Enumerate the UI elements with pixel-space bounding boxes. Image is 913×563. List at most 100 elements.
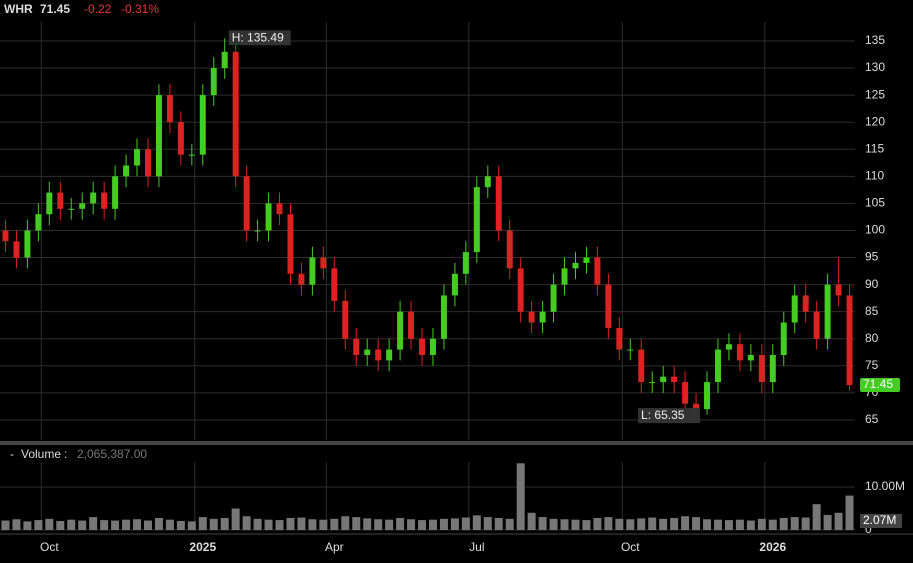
volume-bar — [396, 517, 405, 530]
annotation-bg — [228, 30, 291, 46]
candle-body — [627, 349, 634, 351]
candle-body — [46, 192, 53, 215]
volume-tick-label: 10.00M — [865, 479, 905, 493]
volume-bar — [845, 495, 854, 530]
candle-body — [364, 349, 371, 355]
candle-body — [2, 230, 9, 242]
candle-body — [824, 284, 831, 339]
volume-bar — [604, 517, 613, 530]
volume-bar — [505, 518, 514, 530]
candle-body — [649, 382, 656, 384]
change: -0.22 — [84, 2, 112, 16]
candle-body — [736, 344, 743, 361]
candle-body — [539, 311, 546, 323]
candle-body — [199, 95, 206, 155]
candle-body — [517, 268, 524, 312]
volume-bar — [23, 521, 32, 530]
candle-body — [342, 300, 349, 339]
volume-bar — [253, 518, 262, 530]
volume-bar — [746, 520, 755, 530]
candle-body — [243, 176, 250, 231]
y-tick-label: 135 — [865, 33, 885, 47]
candle-body — [90, 192, 97, 204]
candle-body — [561, 268, 568, 285]
candle-body — [835, 284, 842, 296]
candle-body — [802, 295, 809, 312]
volume-bar — [713, 519, 722, 530]
candle-body — [638, 349, 645, 383]
y-tick-label: 65 — [865, 412, 879, 426]
candle-body — [221, 51, 228, 69]
y-tick-label: 90 — [865, 277, 879, 291]
volume-toggle[interactable]: - — [10, 447, 14, 461]
annotation-text: L: 65.35 — [641, 408, 685, 422]
volume-bar — [56, 520, 65, 530]
volume-bar — [242, 516, 251, 530]
candle-body — [408, 311, 415, 339]
candle-body — [682, 382, 689, 404]
separator: : — [64, 447, 67, 461]
volume-bar — [768, 519, 777, 530]
volume-bar — [823, 514, 832, 530]
volume-bar — [779, 517, 788, 530]
candle-body — [35, 214, 42, 231]
volume-bar — [724, 520, 733, 530]
volume-bar — [352, 517, 361, 530]
volume-bar — [582, 520, 591, 530]
volume-bar — [308, 519, 317, 530]
volume-bar — [681, 516, 690, 530]
volume-bar — [812, 504, 821, 530]
volume-tag-bg — [860, 514, 902, 528]
candle-body — [24, 230, 31, 258]
volume-bar — [122, 519, 131, 530]
candle-body — [451, 273, 458, 296]
candle-body — [572, 262, 579, 269]
volume-bar — [231, 508, 240, 530]
candle-body — [506, 230, 513, 269]
volume-bar — [450, 518, 459, 530]
y-tick-label: 85 — [865, 304, 879, 318]
candle-body — [419, 338, 426, 355]
candle-body — [725, 344, 732, 350]
candle-body — [320, 257, 327, 269]
candle-body — [714, 349, 721, 383]
candle-body — [188, 154, 195, 156]
candle-body — [528, 311, 535, 323]
x-tick-label: 2025 — [189, 540, 216, 554]
volume-bar — [461, 517, 470, 530]
y-tick-label: 80 — [865, 331, 879, 345]
candle-body — [769, 354, 776, 383]
volume-bar — [154, 517, 163, 530]
candle-body — [276, 203, 283, 215]
candle-body — [166, 95, 173, 123]
volume-bar — [407, 519, 416, 530]
candle-body — [780, 322, 787, 355]
candle-body — [57, 192, 64, 209]
volume-bar — [735, 519, 744, 530]
candle-body — [265, 203, 272, 231]
volume-bar — [187, 521, 196, 530]
candle-body — [331, 268, 338, 301]
volume-bar — [571, 519, 580, 530]
volume-bar — [834, 512, 843, 530]
volume-bar — [363, 518, 372, 530]
volume-bar — [483, 517, 492, 530]
last-price: 71.45 — [40, 2, 70, 16]
x-tick-label: Oct — [621, 540, 640, 554]
candle-body — [495, 176, 502, 231]
y-tick-label: 130 — [865, 60, 885, 74]
candle-body — [287, 214, 294, 274]
y-tick-label: 105 — [865, 196, 885, 210]
candle-body — [298, 273, 305, 285]
symbol: WHR — [4, 2, 33, 16]
candle-body — [747, 354, 754, 361]
candle-body — [79, 203, 86, 209]
candle-body — [704, 382, 711, 410]
volume-bar — [626, 519, 635, 530]
y-tick-label: 110 — [865, 168, 884, 182]
x-tick-label: Apr — [325, 540, 344, 554]
volume-bar — [790, 517, 799, 530]
volume-bar — [670, 517, 679, 530]
volume-bar — [319, 519, 328, 530]
